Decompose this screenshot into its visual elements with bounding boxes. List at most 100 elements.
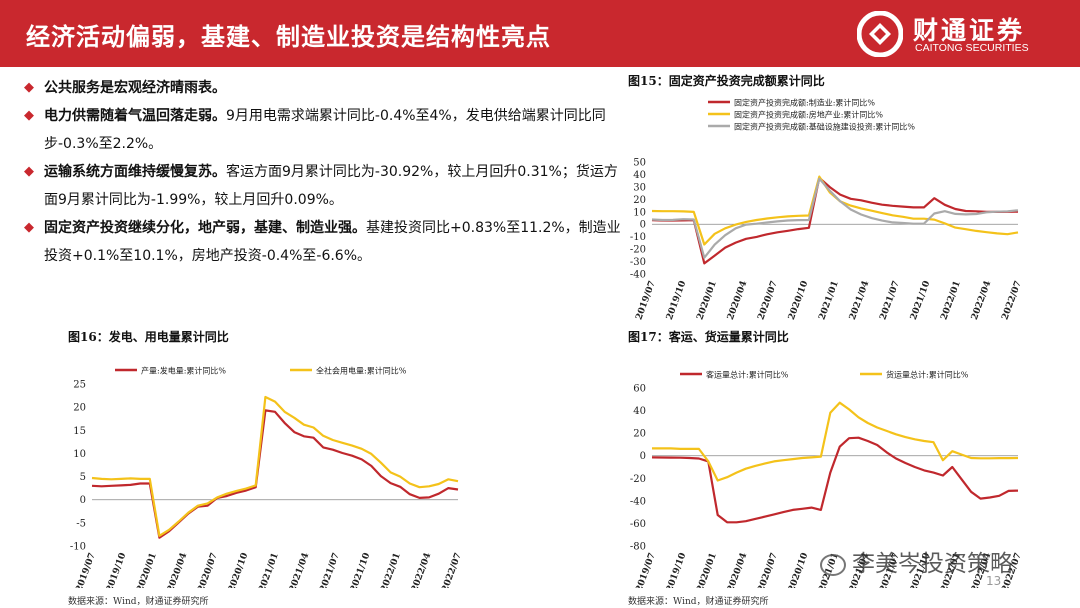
wechat-icon [820,553,846,576]
x-tick-label: 2020/10 [787,552,810,588]
y-tick-label: 20 [633,429,646,440]
bullet-heading: 电力供需随着气温回落走弱。 [44,108,226,124]
x-tick-label: 2020/04 [726,280,749,322]
watermark: 李美岑投资策略 [820,544,1013,578]
x-tick-label: 2019/07 [634,552,657,588]
chart-fixed-asset-investment: 固定资产投资完成额:制造业:累计同比% 固定资产投资完成额:房地产业:累计同比% 固… [630,98,1024,322]
y-tick-label: 0 [80,495,86,506]
diamond-bullet-icon: ◆ [24,220,34,235]
x-tick-label: 2020/01 [135,552,158,588]
bullet-body: 9月用电需求端累计同比-0.4%至4%，发电供给端累计同比同步-0.3%至2.2… [44,108,606,152]
x-tick-label: 2020/07 [196,552,219,588]
bullet-heading: 运输系统方面维持缓慢复苏。 [44,164,226,180]
y-tick-label: 20 [633,195,646,206]
bullet-item-1: ◆ 公共服务是宏观经济晴雨表。 [24,74,624,102]
x-tick-label: 2020/07 [756,552,779,588]
header-banner: 经济活动偏弱，基建、制造业投资是结构性亮点 财通证券 CAITONG SECUR… [0,0,1080,67]
x-tick-label: 2022/04 [410,552,433,588]
x-tick-label: 2020/04 [726,552,749,588]
x-tick-label: 2022/04 [970,280,993,322]
logo-text-en: CAITONG SECURITIES [915,42,1029,54]
x-tick-label: 2022/07 [440,552,463,588]
diamond-bullet-icon: ◆ [24,80,34,95]
fig17-title: 图17：客运、货运量累计同比 [628,330,789,344]
x-tick-label: 2020/01 [695,552,718,588]
y-tick-label: -10 [70,542,86,553]
x-tick-label: 2022/01 [939,280,962,322]
y-tick-label: -40 [630,270,646,281]
x-tick-label: 2021/10 [909,280,932,322]
y-tick-label: 50 [633,158,646,169]
bullet-heading: 公共服务是宏观经济晴雨表。 [44,80,226,96]
y-tick-label: 10 [73,449,86,460]
y-tick-label: 60 [633,384,646,395]
x-tick-label: 2019/07 [634,280,657,322]
y-tick-label: 25 [73,380,86,391]
page-number: 13 [986,574,1002,588]
y-tick-label: -20 [630,245,646,256]
bullet-item-2: ◆ 电力供需随着气温回落走弱。9月用电需求端累计同比-0.4%至4%，发电供给端累… [24,102,624,158]
bullet-heading: 固定资产投资继续分化，地产弱，基建、制造业强。 [44,220,366,236]
x-tick-label: 2020/07 [756,280,779,322]
series-line [652,401,1019,482]
y-tick-label: -5 [76,518,86,529]
x-tick-label: 2019/10 [665,280,688,322]
logo-text-cn: 财通证券 [913,16,1026,45]
chart-transport-volume: 客运量总计:累计同比% 货运量总计:累计同比% -80 -60 -40 -20 0 20 40 6… [630,370,1024,589]
y-tick-label: 20 [73,403,86,414]
legend-label: 全社会用电量:累计同比% [316,366,407,376]
series-line [91,395,459,537]
y-tick-label: 30 [633,182,646,193]
bullet-item-4: ◆ 固定资产投资继续分化，地产弱，基建、制造业强。基建投资同比+0.83%至11.… [24,214,624,270]
bullet-list: ◆ 公共服务是宏观经济晴雨表。 ◆ 电力供需随着气温回落走弱。9月用电需求端累计同比… [24,74,624,270]
legend-label: 货运量总计:累计同比% [886,370,969,380]
source-note-right: 数据来源：Wind，财通证券研究所 [628,597,769,607]
series-line [651,176,1019,265]
fig15-title: 图15：固定资产投资完成额累计同比 [628,74,825,88]
series-line [91,409,459,539]
y-tick-label: -10 [630,232,646,243]
y-tick-label: 40 [633,406,646,417]
chart-power-generation: 产量:发电量:累计同比% 全社会用电量:累计同比% -10 -5 0 5 10 15 20 25 2… [70,366,464,589]
x-tick-label: 2019/10 [665,552,688,588]
x-tick-label: 2022/07 [1000,280,1023,322]
source-note-left: 数据来源：Wind，财通证券研究所 [68,597,209,607]
page-title: 经济活动偏弱，基建、制造业投资是结构性亮点 [26,23,551,51]
legend-label: 固定资产投资完成额:基础设施建设投资:累计同比% [734,122,915,132]
y-tick-label: -30 [630,257,646,268]
diamond-bullet-icon: ◆ [24,108,34,123]
x-tick-label: 2021/04 [848,280,871,322]
x-tick-label: 2020/04 [166,552,189,588]
watermark-text: 李美岑投资策略 [852,551,1013,577]
x-tick-label: 2020/10 [227,552,250,588]
bullet-body: 基建投资同比+0.83%至11.2%，制造业投资+0.1%至10.1%，房地产投… [44,220,621,264]
legend-label: 产量:发电量:累计同比% [141,366,226,376]
y-tick-label: -80 [630,542,646,553]
legend-label: 固定资产投资完成额:房地产业:累计同比% [734,110,883,120]
y-tick-label: 5 [80,472,86,483]
x-tick-label: 2021/04 [288,552,311,588]
y-tick-label: 0 [640,220,646,231]
diamond-bullet-icon: ◆ [24,164,34,179]
legend-label: 固定资产投资完成额:制造业:累计同比% [734,98,875,108]
y-tick-label: 15 [73,426,86,437]
y-tick-label: 10 [633,207,646,218]
x-tick-label: 2022/01 [379,552,402,588]
y-tick-label: -40 [630,496,646,507]
fig16-title: 图16：发电、用电量累计同比 [68,330,229,344]
x-tick-label: 2020/01 [695,280,718,322]
x-tick-label: 2021/10 [349,552,372,588]
x-tick-label: 2021/01 [257,552,280,588]
series-line [651,436,1019,524]
logo-mark-icon [857,11,903,57]
series-line [651,177,1019,259]
bullet-body: 客运方面9月累计同比为-30.92%，较上月回升0.31%；货运方面9月累计同比… [44,164,618,208]
y-tick-label: -60 [630,519,646,530]
x-tick-label: 2021/07 [318,552,341,588]
x-tick-label: 2021/01 [817,280,840,322]
bullet-item-3: ◆ 运输系统方面维持缓慢复苏。客运方面9月累计同比为-30.92%，较上月回升0.… [24,158,624,214]
y-tick-label: 40 [633,170,646,181]
y-tick-label: 0 [640,451,646,462]
company-logo: 财通证券 CAITONG SECURITIES [855,9,1065,59]
x-tick-label: 2020/10 [787,280,810,322]
